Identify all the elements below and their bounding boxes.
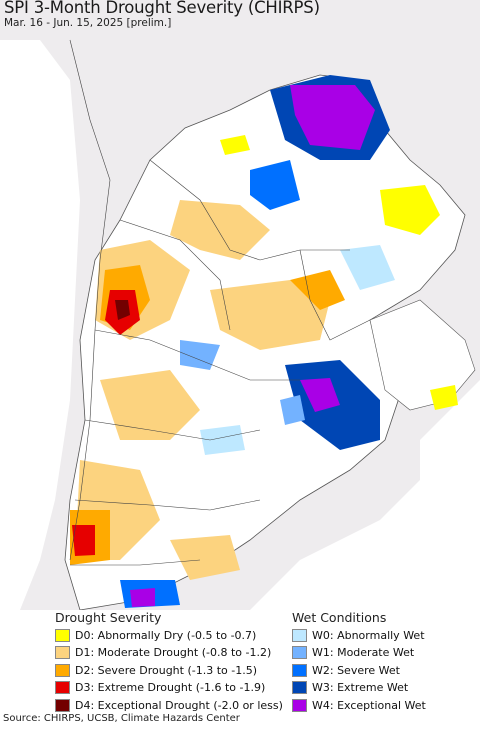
drought-legend-item: D2: Severe Drought (-1.3 to -1.5) xyxy=(55,663,257,677)
drought-map xyxy=(0,0,480,610)
wet-legend-item: W1: Moderate Wet xyxy=(292,646,414,660)
drought-legend-item: D3: Extreme Drought (-1.6 to -1.9) xyxy=(55,681,265,695)
drought-swatch xyxy=(55,698,70,712)
drought-swatch xyxy=(55,681,70,694)
atlantic-area xyxy=(250,380,480,610)
ocean-area xyxy=(0,40,80,610)
drought-legend-label: D4: Exceptional Drought (-2.0 or less) xyxy=(75,698,283,712)
chile-border xyxy=(69,39,111,561)
drought-legend-label: D0: Abnormally Dry (-0.5 to -0.7) xyxy=(75,628,257,642)
wet-swatch xyxy=(292,681,307,694)
drought-legend-label: D2: Severe Drought (-1.3 to -1.5) xyxy=(75,663,258,677)
wet-legend-label: W2: Severe Wet xyxy=(312,663,400,677)
drought-legend-title: Drought Severity xyxy=(55,610,162,625)
drought-patches xyxy=(70,135,458,580)
wet-swatch xyxy=(292,628,307,642)
wet-legend-label: W4: Exceptional Wet xyxy=(312,698,426,712)
drought-legend-item: D4: Exceptional Drought (-2.0 or less) xyxy=(55,698,283,712)
map-subtitle: Mar. 16 - Jun. 15, 2025 [prelim.] xyxy=(4,17,172,29)
wet-swatch xyxy=(292,663,307,677)
legend: Drought Severity Wet Conditions D0: Abno… xyxy=(0,610,480,712)
map-title: SPI 3-Month Drought Severity (CHIRPS) xyxy=(4,0,320,17)
drought-legend-item: D0: Abnormally Dry (-0.5 to -0.7) xyxy=(55,628,256,642)
wet-legend-label: W0: Abnormally Wet xyxy=(312,628,425,642)
wet-legend-label: W1: Moderate Wet xyxy=(312,646,415,659)
wet-legend-title: Wet Conditions xyxy=(292,610,387,625)
wet-patches xyxy=(120,75,395,608)
drought-swatch xyxy=(55,663,70,677)
source-note: Source: CHIRPS, UCSB, Climate Hazards Ce… xyxy=(3,713,240,724)
drought-legend-item: D1: Moderate Drought (-0.8 to -1.2) xyxy=(55,646,271,660)
uruguay-region xyxy=(369,299,476,411)
wet-legend-item: W4: Exceptional Wet xyxy=(292,698,426,712)
drought-swatch xyxy=(55,646,70,659)
drought-legend-label: D3: Extreme Drought (-1.6 to -1.9) xyxy=(75,681,266,694)
drought-swatch xyxy=(55,628,70,642)
wet-legend-item: W0: Abnormally Wet xyxy=(292,628,425,642)
wet-legend-item: W2: Severe Wet xyxy=(292,663,400,677)
wet-swatch xyxy=(292,646,307,659)
boundaries xyxy=(70,159,371,566)
wet-swatch xyxy=(292,698,307,712)
wet-legend-label: W3: Extreme Wet xyxy=(312,681,409,694)
drought-legend-label: D1: Moderate Drought (-0.8 to -1.2) xyxy=(75,646,272,659)
wet-legend-item: W3: Extreme Wet xyxy=(292,681,408,695)
